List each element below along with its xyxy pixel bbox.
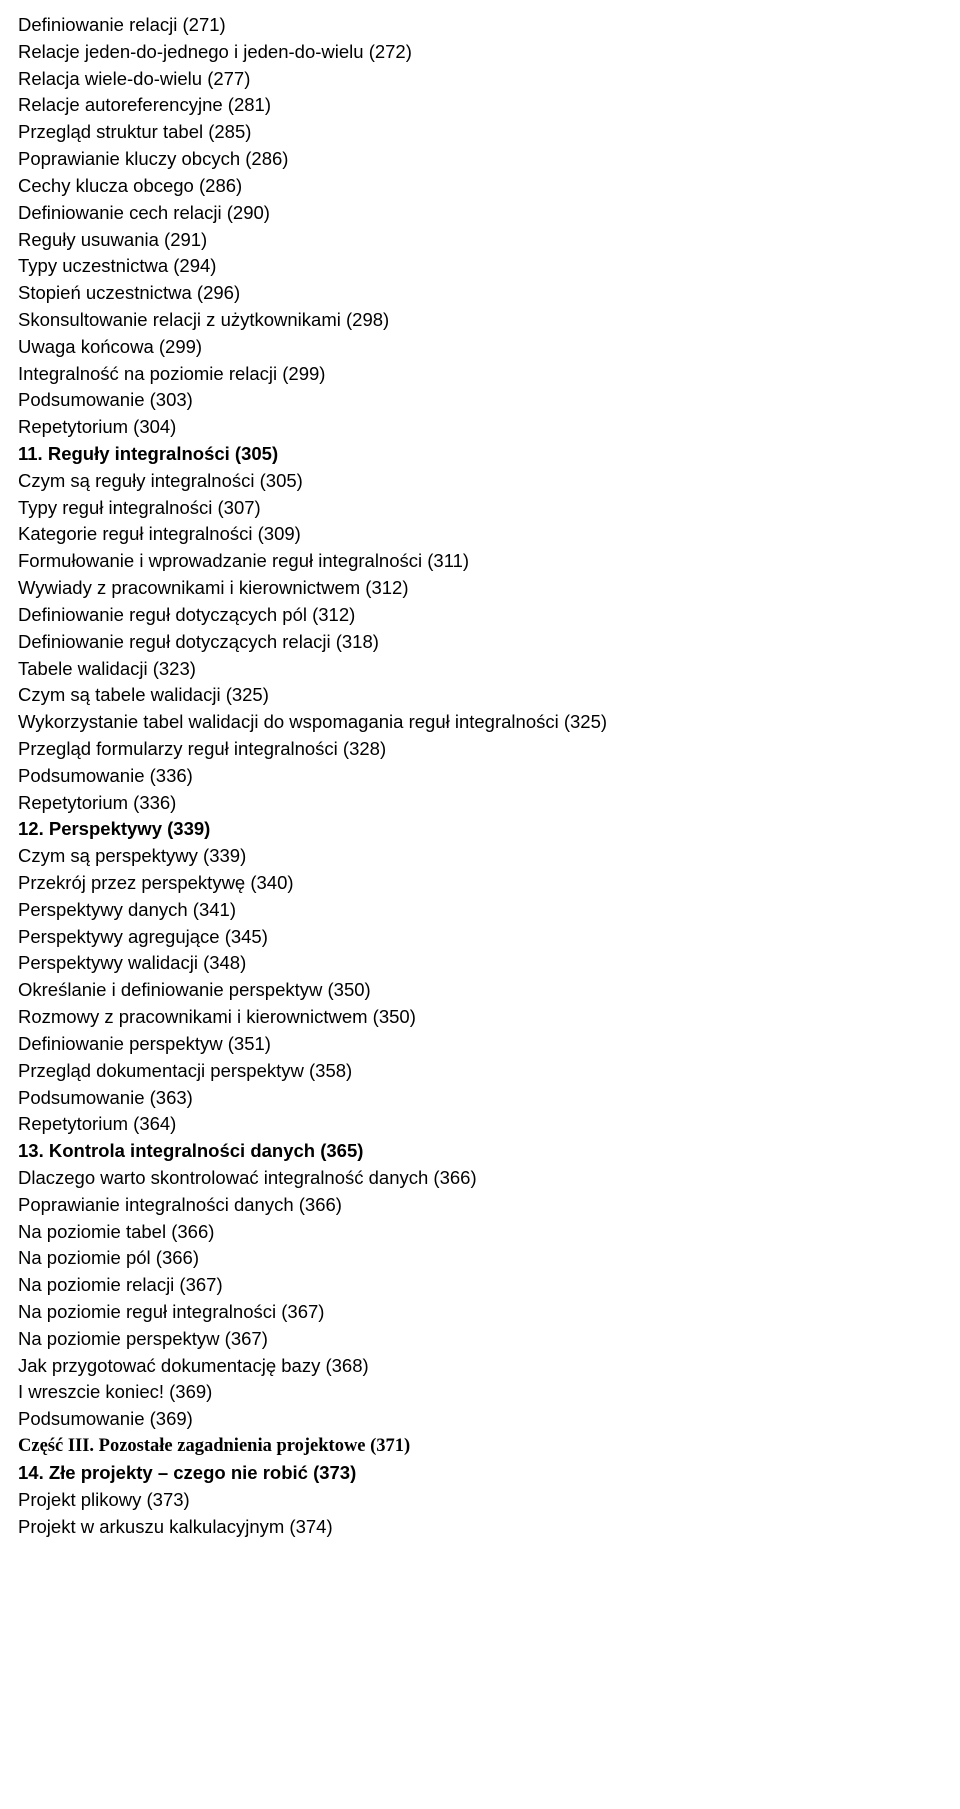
toc-entry: Relacja wiele-do-wielu (277) <box>18 66 942 93</box>
toc-entry: Czym są perspektywy (339) <box>18 843 942 870</box>
toc-entry: Na poziomie reguł integralności (367) <box>18 1299 942 1326</box>
toc-entry: Definiowanie cech relacji (290) <box>18 200 942 227</box>
toc-entry: Tabele walidacji (323) <box>18 656 942 683</box>
toc-entry: Perspektywy walidacji (348) <box>18 950 942 977</box>
toc-entry: Cechy klucza obcego (286) <box>18 173 942 200</box>
toc-entry: Projekt plikowy (373) <box>18 1487 942 1514</box>
toc-entry: Podsumowanie (363) <box>18 1085 942 1112</box>
toc-entry: Na poziomie relacji (367) <box>18 1272 942 1299</box>
toc-entry: Przegląd formularzy reguł integralności … <box>18 736 942 763</box>
toc-entry: I wreszcie koniec! (369) <box>18 1379 942 1406</box>
toc-entry: Podsumowanie (303) <box>18 387 942 414</box>
toc-entry: Określanie i definiowanie perspektyw (35… <box>18 977 942 1004</box>
toc-entry: Uwaga końcowa (299) <box>18 334 942 361</box>
toc-entry: Kategorie reguł integralności (309) <box>18 521 942 548</box>
toc-entry: Integralność na poziomie relacji (299) <box>18 361 942 388</box>
toc-entry: Poprawianie integralności danych (366) <box>18 1192 942 1219</box>
toc-entry: Typy uczestnictwa (294) <box>18 253 942 280</box>
toc-entry: Formułowanie i wprowadzanie reguł integr… <box>18 548 942 575</box>
toc-entry: Perspektywy agregujące (345) <box>18 924 942 951</box>
toc-entry: Czym są reguły integralności (305) <box>18 468 942 495</box>
toc-entry: Definiowanie reguł dotyczących relacji (… <box>18 629 942 656</box>
toc-entry: Definiowanie perspektyw (351) <box>18 1031 942 1058</box>
toc-entry: Repetytorium (364) <box>18 1111 942 1138</box>
toc-heading: 13. Kontrola integralności danych (365) <box>18 1138 942 1165</box>
toc-entry: Relacje autoreferencyjne (281) <box>18 92 942 119</box>
toc-entry: Repetytorium (304) <box>18 414 942 441</box>
toc-entry: Poprawianie kluczy obcych (286) <box>18 146 942 173</box>
toc-entry: Przegląd struktur tabel (285) <box>18 119 942 146</box>
table-of-contents: Definiowanie relacji (271)Relacje jeden-… <box>18 12 942 1540</box>
toc-entry: Na poziomie tabel (366) <box>18 1219 942 1246</box>
toc-entry: Czym są tabele walidacji (325) <box>18 682 942 709</box>
toc-entry: Definiowanie reguł dotyczących pól (312) <box>18 602 942 629</box>
toc-entry: Przekrój przez perspektywę (340) <box>18 870 942 897</box>
toc-entry: Podsumowanie (369) <box>18 1406 942 1433</box>
toc-entry: Perspektywy danych (341) <box>18 897 942 924</box>
toc-entry: Przegląd dokumentacji perspektyw (358) <box>18 1058 942 1085</box>
toc-heading: 11. Reguły integralności (305) <box>18 441 942 468</box>
toc-entry: Typy reguł integralności (307) <box>18 495 942 522</box>
toc-entry: Dlaczego warto skontrolować integralność… <box>18 1165 942 1192</box>
toc-entry: Na poziomie pól (366) <box>18 1245 942 1272</box>
toc-entry: Jak przygotować dokumentację bazy (368) <box>18 1353 942 1380</box>
toc-entry: Definiowanie relacji (271) <box>18 12 942 39</box>
toc-entry: Podsumowanie (336) <box>18 763 942 790</box>
toc-entry: Stopień uczestnictwa (296) <box>18 280 942 307</box>
toc-entry: Repetytorium (336) <box>18 790 942 817</box>
toc-heading: 14. Złe projekty – czego nie robić (373) <box>18 1460 942 1487</box>
toc-entry: Wykorzystanie tabel walidacji do wspomag… <box>18 709 942 736</box>
toc-entry: Skonsultowanie relacji z użytkownikami (… <box>18 307 942 334</box>
toc-entry: Projekt w arkuszu kalkulacyjnym (374) <box>18 1514 942 1541</box>
toc-entry: Wywiady z pracownikami i kierownictwem (… <box>18 575 942 602</box>
toc-heading: Część III. Pozostałe zagadnienia projekt… <box>18 1433 942 1460</box>
toc-entry: Na poziomie perspektyw (367) <box>18 1326 942 1353</box>
toc-entry: Relacje jeden-do-jednego i jeden-do-wiel… <box>18 39 942 66</box>
toc-entry: Rozmowy z pracownikami i kierownictwem (… <box>18 1004 942 1031</box>
toc-entry: Reguły usuwania (291) <box>18 227 942 254</box>
toc-heading: 12. Perspektywy (339) <box>18 816 942 843</box>
